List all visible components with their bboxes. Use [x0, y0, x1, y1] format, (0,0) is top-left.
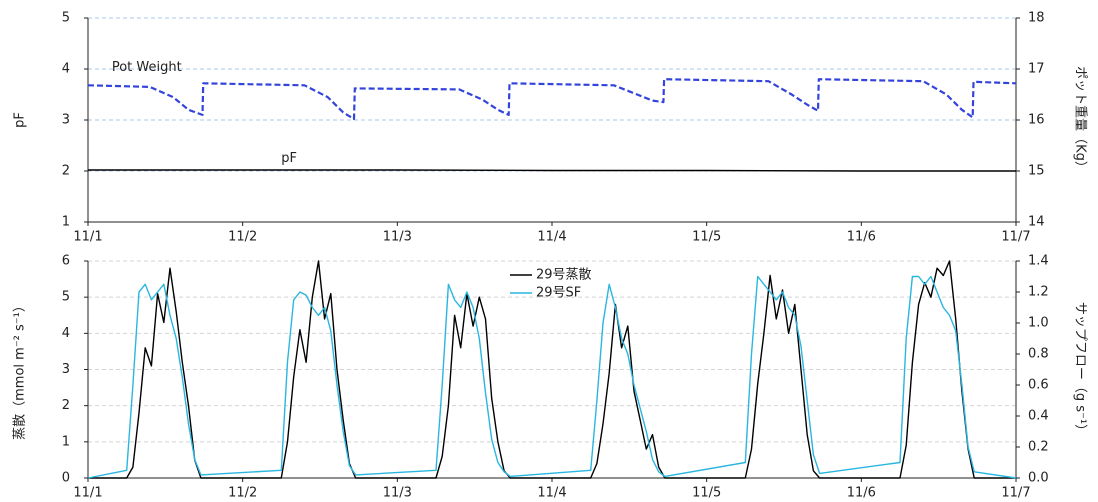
y2-tick-label: 17	[1028, 62, 1045, 77]
y2-tick-label: 18	[1028, 11, 1045, 26]
x-tick-label: 11/2	[228, 486, 257, 501]
y-tick-label: 6	[62, 254, 70, 269]
x-tick-label: 11/5	[692, 230, 721, 245]
y2-axis-label: サップフロー（g s⁻¹）	[1073, 302, 1088, 437]
y-tick-label: 1	[62, 215, 70, 230]
annotation: Pot Weight	[112, 60, 182, 75]
series-line	[87, 275, 1017, 479]
x-tick-label: 11/5	[692, 486, 721, 501]
y-axis-label: pF	[13, 112, 28, 128]
x-tick-label: 11/3	[383, 486, 412, 501]
y2-tick-label: 1.0	[1028, 316, 1049, 331]
y2-tick-label: 0.2	[1028, 440, 1049, 455]
y-tick-label: 4	[62, 326, 70, 341]
annotation: pF	[281, 151, 297, 166]
y-tick-label: 1	[62, 434, 70, 449]
x-tick-label: 11/1	[73, 230, 102, 245]
y2-tick-label: 0.0	[1028, 471, 1049, 486]
y2-tick-label: 14	[1028, 215, 1045, 230]
x-tick-label: 11/4	[537, 486, 566, 501]
x-tick-label: 11/7	[1001, 486, 1030, 501]
y2-tick-label: 1.2	[1028, 285, 1049, 300]
y-tick-label: 2	[62, 398, 70, 413]
y-tick-label: 4	[62, 62, 70, 77]
x-tick-label: 11/4	[537, 230, 566, 245]
y-tick-label: 5	[62, 11, 70, 26]
y-tick-label: 0	[62, 471, 70, 486]
x-tick-label: 11/6	[847, 486, 876, 501]
x-tick-label: 11/3	[383, 230, 412, 245]
x-tick-label: 11/2	[228, 230, 257, 245]
x-tick-label: 11/1	[73, 486, 102, 501]
y-tick-label: 3	[62, 113, 70, 128]
x-tick-label: 11/6	[847, 230, 876, 245]
legend-label: 29号SF	[536, 286, 581, 301]
legend-label: 29号蒸散	[536, 268, 592, 283]
y2-tick-label: 15	[1028, 164, 1045, 179]
y-tick-label: 2	[62, 164, 70, 179]
x-tick-label: 11/7	[1001, 230, 1030, 245]
y-tick-label: 5	[62, 290, 70, 305]
series-line	[88, 169, 1016, 172]
y2-axis-label: ポット重量（Kg）	[1073, 66, 1089, 174]
y-axis-label: 蒸散（mmol m⁻² s⁻¹）	[13, 299, 28, 440]
y2-tick-label: 0.6	[1028, 378, 1049, 393]
series-line	[87, 78, 1017, 121]
y2-tick-label: 16	[1028, 113, 1045, 128]
series-line	[88, 260, 1016, 479]
y-tick-label: 3	[62, 362, 70, 377]
y2-tick-label: 0.8	[1028, 347, 1049, 362]
y2-tick-label: 1.4	[1028, 254, 1049, 269]
y2-tick-label: 0.4	[1028, 409, 1049, 424]
